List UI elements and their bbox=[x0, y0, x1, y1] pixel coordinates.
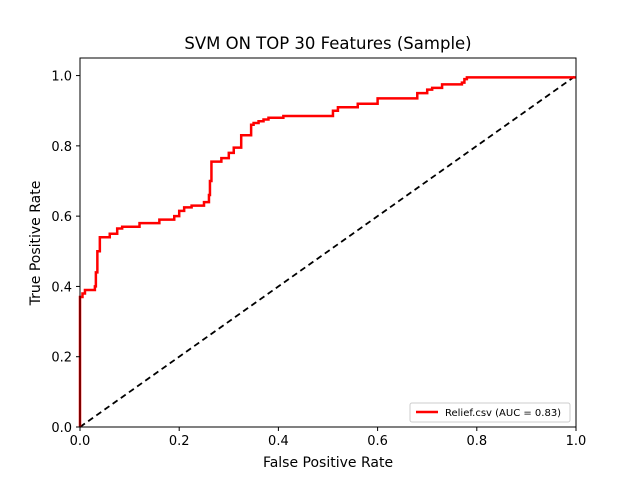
chance-line bbox=[79, 74, 577, 428]
x-tick-label: 1.0 bbox=[566, 434, 587, 449]
y-tick-label: 0.4 bbox=[51, 280, 72, 295]
legend-box bbox=[409, 402, 571, 423]
plot-frame bbox=[79, 57, 577, 428]
x-tick-label: 0.4 bbox=[268, 434, 289, 449]
x-tick-label: 0.2 bbox=[169, 434, 190, 449]
legend-label: Relief.csv (AUC = 0.83) bbox=[445, 408, 561, 419]
y-tick-label: 0.6 bbox=[51, 210, 72, 225]
x-axis: 0.0 0.2 0.4 0.6 0.8 1.0 bbox=[70, 427, 587, 449]
x-tick-label: 0.6 bbox=[367, 434, 388, 449]
plot-area bbox=[78, 74, 577, 428]
y-tick-label: 1.0 bbox=[51, 70, 72, 85]
x-tick-label: 0.8 bbox=[466, 434, 487, 449]
y-tick-label: 0.8 bbox=[51, 140, 72, 155]
y-tick-label: 0.0 bbox=[51, 421, 72, 436]
x-axis-label: False Positive Rate bbox=[263, 455, 393, 471]
y-axis-label: True Positive Rate bbox=[28, 181, 44, 307]
x-tick-label: 0.0 bbox=[70, 434, 91, 449]
chart-title: SVM ON TOP 30 Features (Sample) bbox=[184, 34, 471, 53]
legend: Relief.csv (AUC = 0.83) bbox=[409, 402, 571, 423]
roc-curve bbox=[78, 76, 576, 427]
y-axis: 0.0 0.2 0.4 0.6 0.8 1.0 bbox=[51, 70, 80, 436]
y-tick-label: 0.2 bbox=[51, 351, 72, 366]
